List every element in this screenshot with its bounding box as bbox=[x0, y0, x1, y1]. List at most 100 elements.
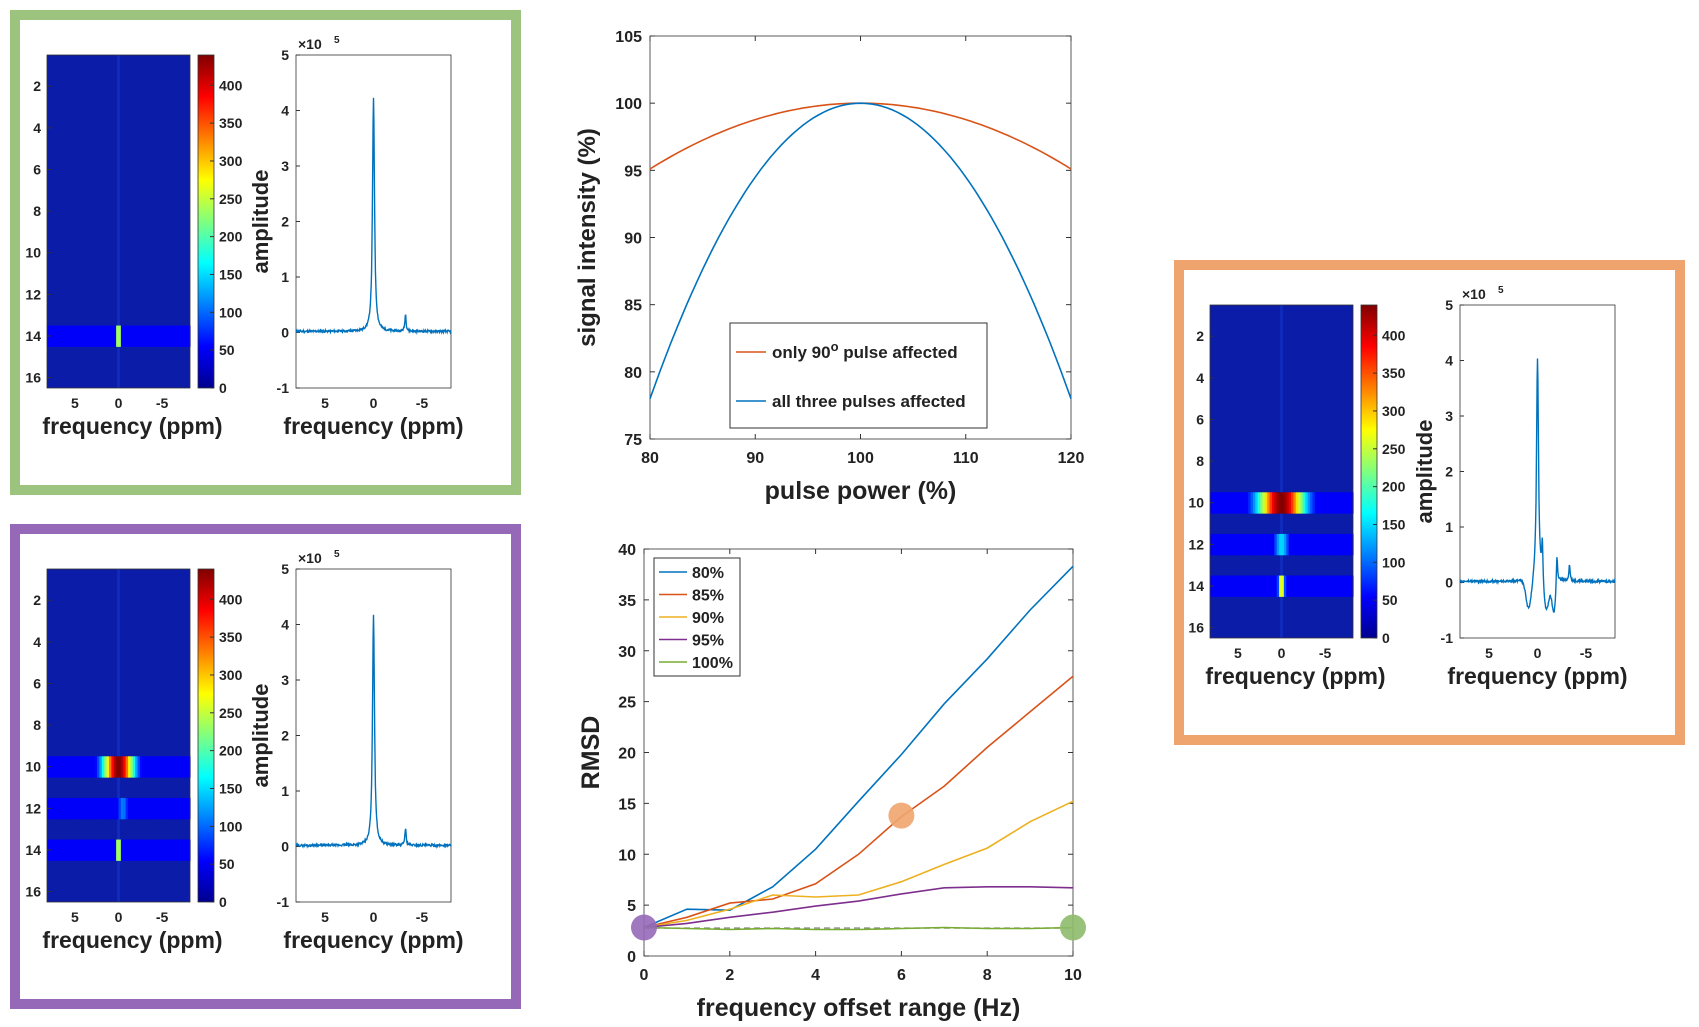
heatmap-cell bbox=[80, 756, 84, 778]
heatmap-cell bbox=[77, 756, 81, 778]
heatmap-cell bbox=[1233, 575, 1237, 597]
heatmap-cell bbox=[156, 839, 160, 861]
heatmap-frame bbox=[46, 568, 191, 903]
heatmap-cell bbox=[128, 756, 132, 778]
heatmap-ytick-label: 8 bbox=[33, 717, 41, 733]
heatmap-cell bbox=[123, 839, 127, 861]
heatmap-cell bbox=[1324, 575, 1328, 597]
heatmap-cell bbox=[125, 839, 129, 861]
heatmap-cell bbox=[1240, 492, 1244, 514]
heatmap-cell bbox=[1302, 575, 1306, 597]
heatmap-cell bbox=[137, 756, 141, 778]
heatmap-frame bbox=[1209, 304, 1354, 639]
heatmap-cell bbox=[130, 839, 134, 861]
heatmap-cell bbox=[130, 756, 134, 778]
heatmap-cell bbox=[1279, 533, 1283, 556]
spectrum-ylabel: amplitude bbox=[248, 170, 273, 274]
heatmap-cell bbox=[1267, 533, 1271, 556]
heatmap-cell bbox=[1238, 533, 1242, 556]
ytick-label: 35 bbox=[618, 593, 636, 610]
spectrum-xtick-label: 5 bbox=[321, 395, 329, 411]
heatmap-cell bbox=[85, 325, 89, 347]
colorbar-tick-label: 200 bbox=[219, 229, 243, 245]
heatmap-cell bbox=[1271, 533, 1275, 556]
heatmap-cell bbox=[1291, 492, 1295, 514]
heatmap-cell bbox=[1226, 492, 1230, 514]
heatmap-cell bbox=[1288, 533, 1292, 556]
heatmap-cell bbox=[1314, 492, 1318, 514]
heatmap-cell bbox=[1302, 533, 1306, 556]
heatmap-cell bbox=[1326, 575, 1330, 597]
heatmap-xtick-label: -5 bbox=[1319, 645, 1332, 661]
heatmap-cell bbox=[1329, 533, 1333, 556]
heatmap-cell bbox=[178, 839, 182, 861]
heatmap-cell bbox=[61, 325, 65, 347]
legend-label-2: 90% bbox=[692, 610, 724, 627]
heatmap-cell bbox=[1269, 575, 1273, 597]
heatmap-cell bbox=[1243, 575, 1247, 597]
spectrum-ytick-label: 3 bbox=[281, 672, 289, 688]
heatmap-xtick-label: 5 bbox=[1234, 645, 1242, 661]
heatmap-cell bbox=[147, 797, 151, 820]
heatmap-cell bbox=[108, 756, 112, 778]
colorbar-tick-label: 400 bbox=[219, 77, 243, 93]
heatmap-cell bbox=[58, 839, 62, 861]
heatmap-cell bbox=[1341, 533, 1345, 556]
colorbar-tick-label: 250 bbox=[219, 705, 243, 721]
heatmap-cell bbox=[56, 325, 60, 347]
heatmap-cell bbox=[187, 797, 191, 820]
heatmap-cell bbox=[106, 756, 110, 778]
heatmap-cell bbox=[116, 756, 120, 778]
heatmap-cell bbox=[1217, 533, 1221, 556]
heatmap-cell bbox=[170, 756, 174, 778]
heatmap-cell bbox=[173, 325, 177, 347]
heatmap-cell bbox=[147, 756, 151, 778]
heatmap-cell bbox=[1338, 575, 1342, 597]
heatmap-cell bbox=[1298, 492, 1302, 514]
heatmap-cell bbox=[1224, 533, 1228, 556]
heatmap-cell bbox=[70, 756, 74, 778]
heatmap-cell bbox=[147, 325, 151, 347]
heatmap-cell bbox=[1283, 533, 1287, 556]
heatmap-cell bbox=[1214, 492, 1218, 514]
heatmap-cell bbox=[1312, 492, 1316, 514]
heatmap-cell bbox=[1283, 575, 1287, 597]
heatmap-cell bbox=[63, 797, 67, 820]
heatmap-cell bbox=[118, 797, 122, 820]
heatmap-cell bbox=[180, 756, 184, 778]
heatmap-cell bbox=[92, 756, 96, 778]
spectrum-line bbox=[295, 97, 452, 336]
colorbar-tick-label: 350 bbox=[219, 629, 243, 645]
heatmap-cell bbox=[123, 325, 127, 347]
heatmap-cell bbox=[80, 325, 84, 347]
heatmap-ytick-label: 10 bbox=[1188, 495, 1204, 511]
heatmap-cell bbox=[92, 839, 96, 861]
heatmap-cell bbox=[1229, 533, 1233, 556]
heatmap-cell bbox=[70, 325, 74, 347]
heatmap-cell bbox=[73, 756, 77, 778]
heatmap-cell bbox=[51, 325, 55, 347]
heatmap-cell bbox=[151, 839, 155, 861]
heatmap-cell bbox=[68, 756, 72, 778]
xtick-label: 10 bbox=[1064, 967, 1082, 984]
chart-rmsd: 0 5 10 15 20 25 30 35 40 0 2 4 6 8 10 frequency offset … bbox=[577, 542, 1086, 1022]
heatmap-cell bbox=[1238, 575, 1242, 597]
heatmap-cell bbox=[1233, 492, 1237, 514]
heatmap-cell bbox=[149, 325, 153, 347]
heatmap-cell bbox=[1286, 533, 1290, 556]
heatmap-cell bbox=[116, 797, 120, 820]
heatmap-cell bbox=[99, 325, 103, 347]
heatmap-cell bbox=[70, 839, 74, 861]
heatmap-cell bbox=[1295, 533, 1299, 556]
spectrum-xlabel: frequency (ppm) bbox=[283, 927, 463, 953]
heatmap-cell bbox=[182, 325, 186, 347]
heatmap-xtick-label: 5 bbox=[71, 395, 79, 411]
heatmap-cell bbox=[1338, 533, 1342, 556]
heatmap-cell bbox=[101, 756, 105, 778]
ytick-label: 25 bbox=[618, 695, 636, 712]
colorbar-tick-label: 300 bbox=[1382, 403, 1406, 419]
heatmap-cell bbox=[1245, 575, 1249, 597]
ytick-label: 105 bbox=[615, 29, 642, 46]
